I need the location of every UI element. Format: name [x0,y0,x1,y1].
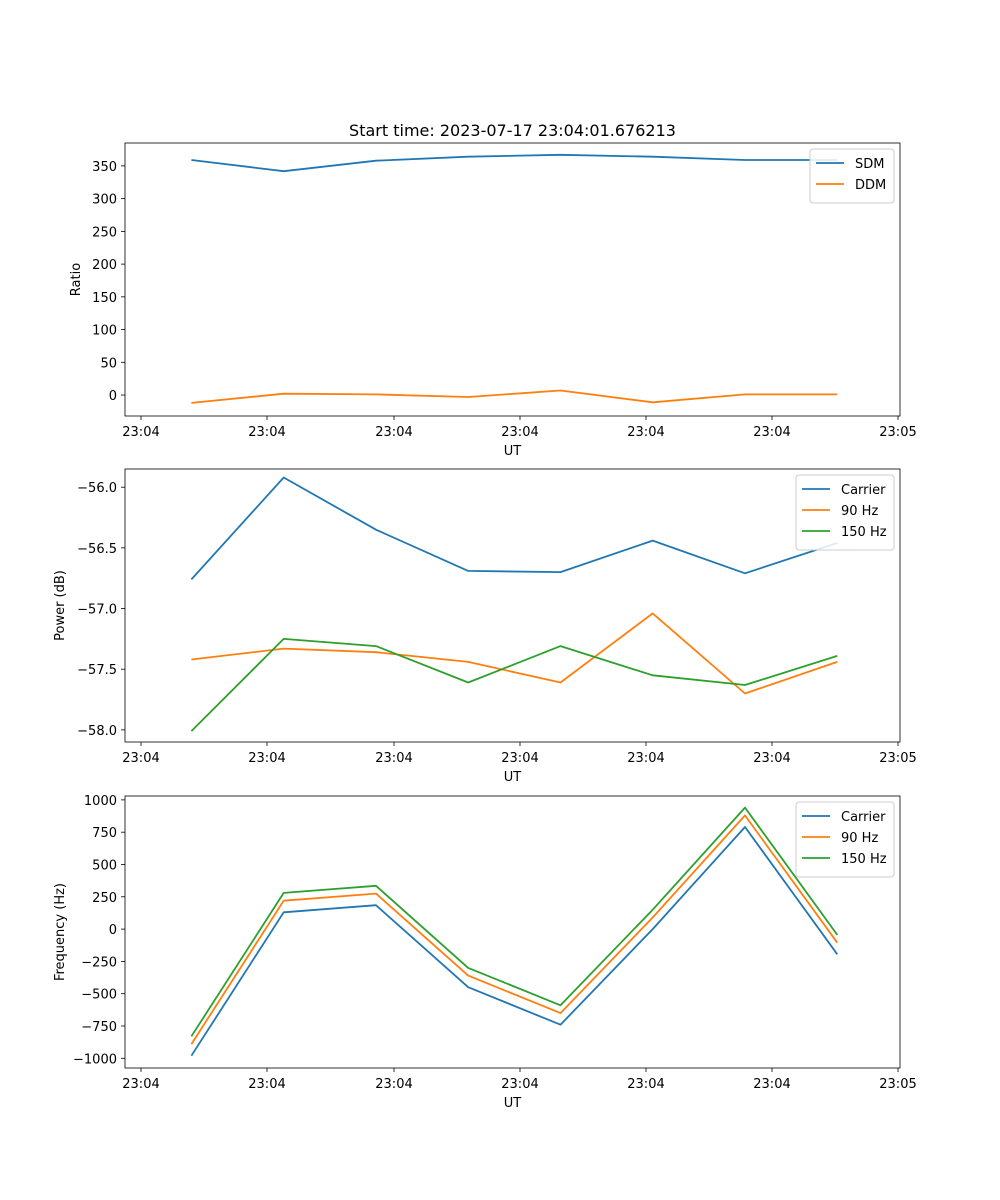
y-tick-label: 250 [92,225,117,240]
x-tick-label: 23:05 [879,751,916,766]
y-tick-label: −56.5 [77,542,117,557]
y-tick-label: −250 [81,955,117,970]
x-tick-label: 23:04 [501,1077,538,1092]
x-tick-label: 23:04 [627,751,664,766]
subplot-2: 23:04 23:04 23:04 23:04 23:04 23:04 23:05 −58.0… [53,468,917,785]
x-tick-label: 23:05 [879,1077,916,1092]
x-tick-label: 23:04 [248,425,285,440]
y-tick-label: 750 [92,826,117,841]
plot-frame [124,142,901,417]
x-tick-label: 23:04 [627,1077,664,1092]
legend: SDM DDM [809,148,895,204]
x-tick-label: 23:04 [753,751,790,766]
series-line-90-hz [190,814,839,1045]
legend-label: 150 Hz [841,525,887,540]
y-tick-label: −58.0 [77,724,117,739]
y-tick-label: −57.0 [77,603,117,618]
x-tick-label: 23:05 [879,425,916,440]
x-tick-label: 23:04 [248,751,285,766]
y-tick-label: 350 [92,160,117,175]
x-tick-label: 23:04 [501,751,538,766]
figure-title: Start time: 2023-07-17 23:04:01.676213 [349,121,676,140]
plot-frame [124,795,901,1069]
y-tick-label: −500 [81,988,117,1003]
y-axis-label: Power (dB) [53,570,68,641]
y-tick-label: 0 [109,389,117,404]
series-line-90-hz [191,612,838,695]
x-tick-label: 23:04 [375,751,412,766]
y-tick-label: 100 [92,324,117,339]
y-tick-label: 0 [109,923,117,938]
legend-label: Carrier [841,810,886,825]
y-tick-label: −56.0 [77,481,117,496]
series-line-carrier [190,826,839,1057]
y-tick-label: −1000 [73,1052,117,1067]
y-tick-label: 150 [92,291,117,306]
legend: Carrier 90 Hz 150 Hz [795,474,895,551]
legend: Carrier 90 Hz 150 Hz [795,801,895,878]
x-axis-label: UT [504,770,522,785]
legend-label: SDM [855,157,884,172]
legend-label: 90 Hz [841,831,878,846]
legend-label: Carrier [841,483,886,498]
series-line-150-hz [190,806,839,1037]
series-line-150-hz [190,638,838,732]
subplot-1: 23:04 23:04 23:04 23:04 23:04 23:04 23:05 0 50 10… [69,142,917,459]
x-tick-label: 23:04 [627,425,664,440]
series-line-sdm [191,153,838,173]
series-line-ddm [191,389,838,404]
y-tick-label: 250 [92,891,117,906]
x-tick-label: 23:04 [375,1077,412,1092]
y-tick-label: 1000 [84,794,117,809]
x-tick-label: 23:04 [753,425,790,440]
y-tick-label: 50 [100,356,117,371]
series-line-carrier [190,476,838,581]
x-tick-label: 23:04 [122,751,159,766]
plot-frame [124,468,901,743]
y-tick-label: −57.5 [77,663,117,678]
x-tick-label: 23:04 [122,1077,159,1092]
y-tick-label: −750 [81,1020,117,1035]
x-axis-label: UT [504,444,522,459]
x-axis-label: UT [504,1096,522,1111]
subplot-3: 23:04 23:04 23:04 23:04 23:04 23:04 23:05 −1000… [53,794,917,1111]
x-tick-label: 23:04 [122,425,159,440]
x-tick-label: 23:04 [375,425,412,440]
x-tick-label: 23:04 [753,1077,790,1092]
legend-label: 150 Hz [841,852,887,867]
legend-label: 90 Hz [841,504,878,519]
y-tick-label: 300 [92,193,117,208]
y-tick-label: 200 [92,258,117,273]
y-axis-label: Frequency (Hz) [53,883,68,981]
legend-label: DDM [855,178,886,193]
x-tick-label: 23:04 [248,1077,285,1092]
x-tick-label: 23:04 [501,425,538,440]
y-axis-label: Ratio [69,263,84,296]
y-tick-label: 500 [92,858,117,873]
